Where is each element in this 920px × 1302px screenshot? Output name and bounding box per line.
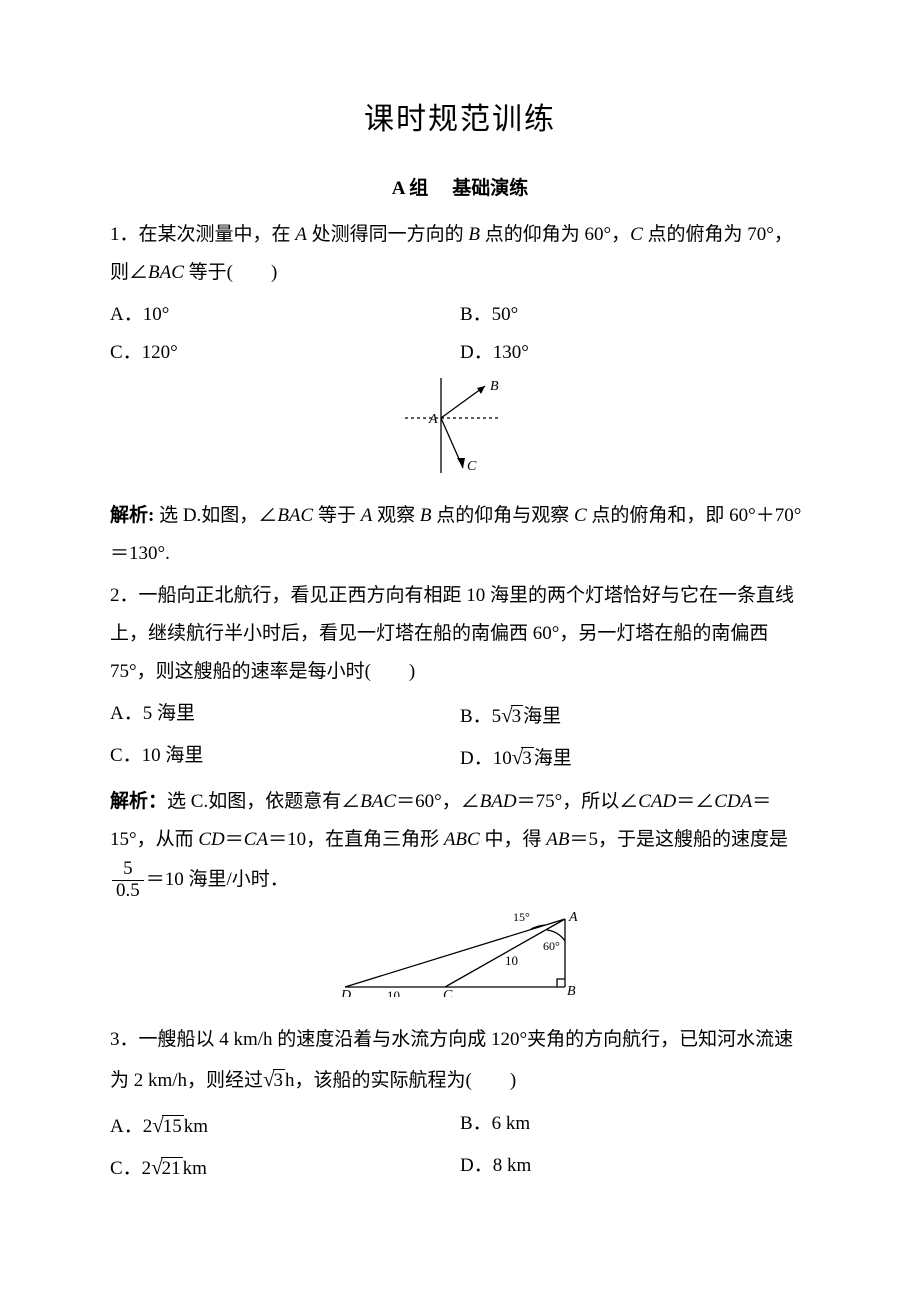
q2-options: A．5 海里 B．5√3海里 C．10 海里 D．10√3海里 bbox=[110, 695, 810, 779]
page-title: 课时规范训练 bbox=[110, 90, 810, 150]
section-group: A 组 bbox=[392, 178, 428, 199]
q1-option-c: C．120° bbox=[110, 334, 460, 372]
figure-angle-60: 60° bbox=[543, 939, 560, 953]
q3-option-c: C．2√21km bbox=[110, 1147, 460, 1189]
figure-angle-15: 15° bbox=[513, 910, 530, 924]
q1-stem: 1．在某次测量中，在 A 处测得同一方向的 B 点的仰角为 60°，C 点的俯角… bbox=[110, 216, 810, 292]
section-name: 基础演练 bbox=[452, 178, 528, 199]
q3-stem: 3．一艘船以 4 km/h 的速度沿着与水流方向成 120°夹角的方向航行，已知… bbox=[110, 1021, 810, 1101]
solution-label: 解析： bbox=[110, 791, 167, 812]
sqrt-icon: √3 bbox=[512, 737, 534, 779]
q3-options: A．2√15km B．6 km C．2√21km D．8 km bbox=[110, 1105, 810, 1189]
q2-option-b: B．5√3海里 bbox=[460, 695, 810, 737]
figure-label-c: C bbox=[443, 988, 453, 997]
sqrt-icon: √3 bbox=[501, 695, 523, 737]
figure-label-d: D bbox=[340, 988, 351, 997]
q1-figure: A B C bbox=[110, 378, 810, 487]
solution-label: 解析: bbox=[110, 505, 159, 526]
q2-option-c: C．10 海里 bbox=[110, 737, 460, 779]
sqrt-icon: √15 bbox=[152, 1105, 183, 1147]
section-heading: A 组 基础演练 bbox=[110, 170, 810, 208]
figure-label-b: B bbox=[490, 379, 499, 394]
figure-label-a: A bbox=[428, 412, 438, 427]
q1-option-a: A．10° bbox=[110, 296, 460, 334]
figure-side-10: 10 bbox=[505, 953, 518, 968]
figure-label-b: B bbox=[567, 984, 576, 997]
figure-side-10: 10 bbox=[387, 988, 400, 997]
fraction: 5 0.5 bbox=[112, 859, 144, 902]
q2-solution: 解析：选 C.如图，依题意有∠BAC＝60°，∠BAD＝75°，所以∠CAD＝∠… bbox=[110, 783, 810, 902]
q1-solution: 解析: 选 D.如图，∠BAC 等于 A 观察 B 点的仰角与观察 C 点的俯角… bbox=[110, 497, 810, 573]
q1-option-b: B．50° bbox=[460, 296, 810, 334]
q1-options: A．10° B．50° C．120° D．130° bbox=[110, 296, 810, 372]
figure-label-a: A bbox=[568, 910, 578, 925]
q1-option-d: D．130° bbox=[460, 334, 810, 372]
q3-option-a: A．2√15km bbox=[110, 1105, 460, 1147]
q2-stem: 2．一船向正北航行，看见正西方向有相距 10 海里的两个灯塔恰好与它在一条直线上… bbox=[110, 577, 810, 691]
q2-figure: A B C D 15° 60° 10 10 bbox=[110, 907, 810, 1011]
figure-label-c: C bbox=[467, 459, 477, 473]
q2-option-a: A．5 海里 bbox=[110, 695, 460, 737]
sqrt-icon: √3 bbox=[263, 1059, 285, 1101]
q3-option-d: D．8 km bbox=[460, 1147, 810, 1189]
sqrt-icon: √21 bbox=[151, 1147, 182, 1189]
q3-option-b: B．6 km bbox=[460, 1105, 810, 1147]
q2-option-d: D．10√3海里 bbox=[460, 737, 810, 779]
